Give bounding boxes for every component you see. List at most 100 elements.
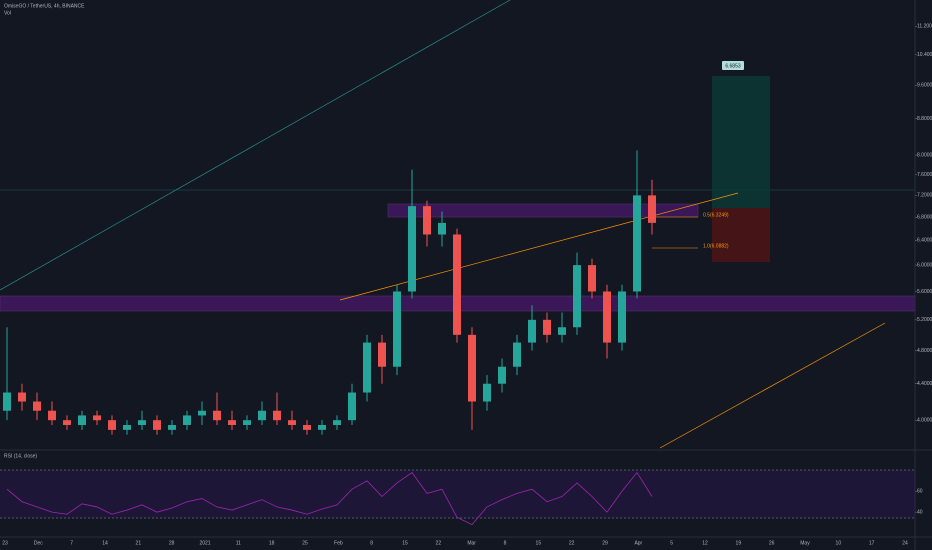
candle-body [318, 424, 326, 430]
y-tick-label: 8.8000 [917, 116, 932, 122]
annotation: 6.6853 [725, 63, 741, 69]
candle-body [528, 319, 536, 343]
y-tick-label: 6.0000 [917, 262, 932, 268]
y-tick-label: 8.0000 [917, 152, 932, 158]
target-box [712, 76, 770, 208]
candle-body [198, 410, 206, 416]
x-tick-label: 19 [736, 540, 742, 546]
candle-body [273, 410, 281, 421]
x-tick-label: 24 [902, 540, 908, 546]
candle-body [333, 420, 341, 425]
x-tick-label: Feb [334, 540, 343, 546]
x-tick-label: 17 [869, 540, 875, 546]
candle-body [348, 392, 356, 421]
candle-body [243, 420, 251, 425]
volume-label: Vol [4, 10, 11, 16]
candle-body [63, 420, 71, 425]
candle-body [648, 195, 656, 223]
candle-body [393, 291, 401, 367]
candle-body [288, 420, 296, 425]
x-tick-label: 29 [602, 540, 608, 546]
candle-body [543, 319, 551, 335]
x-tick-label: 22 [436, 540, 442, 546]
x-tick-label: 5 [670, 540, 673, 546]
x-tick-label: 8 [504, 540, 507, 546]
y-tick-label: 10.4000 [917, 52, 932, 58]
rsi-tick-label: 60 [917, 489, 923, 495]
candle-body [408, 206, 416, 292]
candle-body [483, 383, 491, 402]
rsi-label: RSI (14, close) [4, 453, 37, 459]
zone [387, 203, 699, 218]
candle-body [468, 334, 476, 402]
x-tick-label: 21 [136, 540, 142, 546]
x-tick-label: 14 [102, 540, 108, 546]
annotation: 1.0(6.0882) [703, 243, 729, 249]
x-tick-label: May [800, 540, 810, 546]
candle-body [48, 410, 56, 421]
y-tick-label: 4.0000 [917, 418, 932, 424]
x-tick-label: 28 [169, 540, 175, 546]
y-tick-label: 7.6000 [917, 172, 932, 178]
candle-body [168, 424, 176, 430]
y-tick-label: 6.4000 [917, 238, 932, 244]
x-tick-label: 15 [536, 540, 542, 546]
x-tick-label: 18 [269, 540, 275, 546]
candle-body [558, 327, 566, 335]
candle-body [438, 222, 446, 235]
y-tick-label: 4.4000 [917, 381, 932, 387]
candle-body [603, 291, 611, 343]
y-tick-label: 6.8000 [917, 215, 932, 221]
candle-body [153, 420, 161, 430]
candle-body [513, 342, 521, 367]
candle-body [498, 366, 506, 384]
y-tick-label: 7.2000 [917, 193, 932, 199]
candle-body [303, 424, 311, 430]
x-tick-label: 23 [2, 540, 8, 546]
trend-line [659, 322, 886, 449]
annotation: 0.5(6.3249) [703, 212, 729, 218]
candle-body [573, 265, 581, 328]
x-tick-label: 26 [769, 540, 775, 546]
candle-body [363, 342, 371, 393]
x-tick-label: 25 [302, 540, 308, 546]
chart-title: OmiseGO / TetherUS, 4h, BINANCE [4, 3, 85, 9]
trend-line [0, 0, 511, 291]
rsi-band [0, 470, 915, 518]
candle-body [3, 392, 11, 411]
target-badge [722, 61, 744, 70]
x-tick-label: 7 [70, 540, 73, 546]
candle-body [78, 415, 86, 425]
x-tick-label: 12 [702, 540, 708, 546]
candle-body [213, 410, 221, 421]
rsi-tick-label: 40 [917, 509, 923, 515]
y-tick-label: 9.6000 [917, 83, 932, 89]
rsi-line [6, 471, 653, 526]
candle-body [33, 401, 41, 411]
y-tick-label: 4.8000 [917, 348, 932, 354]
candle-body [18, 392, 26, 402]
x-tick-label: 10 [836, 540, 842, 546]
x-tick-label: 8 [370, 540, 373, 546]
candle-body [618, 291, 626, 343]
x-tick-label: 11 [236, 540, 241, 546]
candle-body [588, 265, 596, 292]
x-tick-label: Mar [467, 540, 476, 546]
x-tick-label: Apr [634, 540, 642, 546]
candle-body [228, 420, 236, 425]
candle-body [123, 424, 131, 430]
x-tick-label: 22 [569, 540, 575, 546]
x-tick-label: 15 [402, 540, 408, 546]
candle-body [183, 415, 191, 425]
stop-box [712, 208, 770, 262]
candle-body [258, 410, 266, 421]
candle-body [633, 195, 641, 292]
x-tick-label: 2021 [199, 540, 210, 546]
candle-body [93, 415, 101, 421]
candle-body [138, 420, 146, 425]
candle-body [378, 342, 386, 367]
x-tick-label: Dec [34, 540, 43, 546]
